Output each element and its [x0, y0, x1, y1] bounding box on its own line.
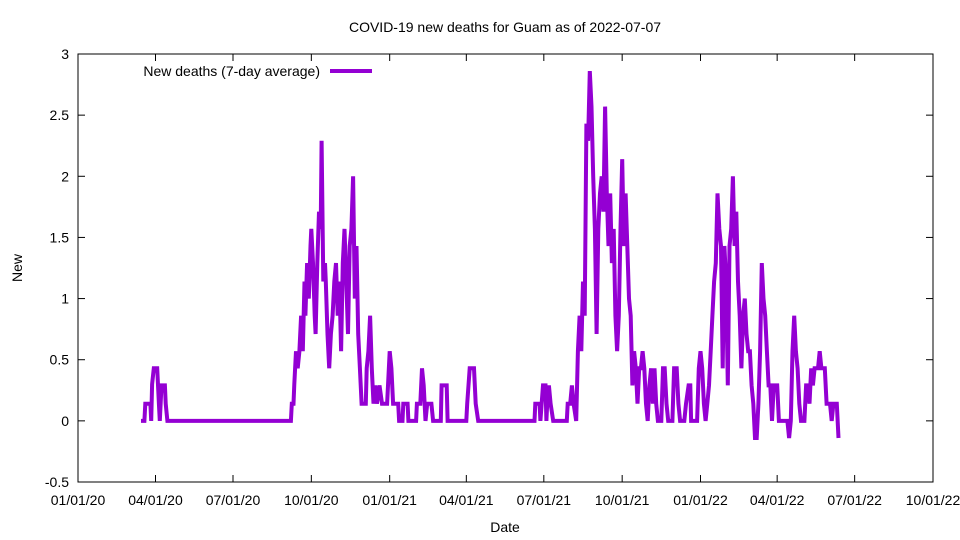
y-axis-label: New [9, 253, 25, 282]
x-tick-label: 10/01/22 [906, 492, 960, 508]
x-tick-label: 01/01/22 [673, 492, 728, 508]
x-axis-label: Date [490, 519, 520, 535]
x-tick-label: 04/01/21 [439, 492, 494, 508]
plot-frame [77, 53, 934, 483]
x-tick-label: 04/01/20 [128, 492, 183, 508]
x-axis: 01/01/20 04/01/20 07/01/20 10/01/20 01/01/21… [51, 54, 960, 508]
x-tick-label: 10/01/20 [284, 492, 339, 508]
x-tick-label: 07/01/22 [827, 492, 882, 508]
y-axis: -0.5 0 0.5 1 1.5 2 2.5 3 [45, 46, 933, 490]
y-tick-label: 3 [61, 46, 69, 62]
x-tick-label: 07/01/20 [206, 492, 261, 508]
legend-label: New deaths (7-day average) [143, 63, 320, 79]
y-tick-label: -0.5 [45, 474, 69, 490]
x-tick-label: 07/01/21 [517, 492, 572, 508]
series-line [141, 71, 841, 440]
x-tick-label: 10/01/21 [595, 492, 650, 508]
y-tick-label: 0 [61, 413, 69, 429]
chart-title: COVID-19 new deaths for Guam as of 2022-… [349, 19, 661, 35]
legend: New deaths (7-day average) [143, 63, 372, 79]
series-layer [141, 71, 841, 440]
y-tick-label: 1.5 [50, 229, 70, 245]
y-tick-label: 2.5 [50, 107, 70, 123]
y-tick-label: 0.5 [50, 352, 70, 368]
x-tick-label: 04/01/22 [750, 492, 805, 508]
y-tick-label: 1 [61, 291, 69, 307]
y-tick-label: 2 [61, 168, 69, 184]
x-tick-label: 01/01/20 [51, 492, 106, 508]
x-tick-label: 01/01/21 [362, 492, 417, 508]
